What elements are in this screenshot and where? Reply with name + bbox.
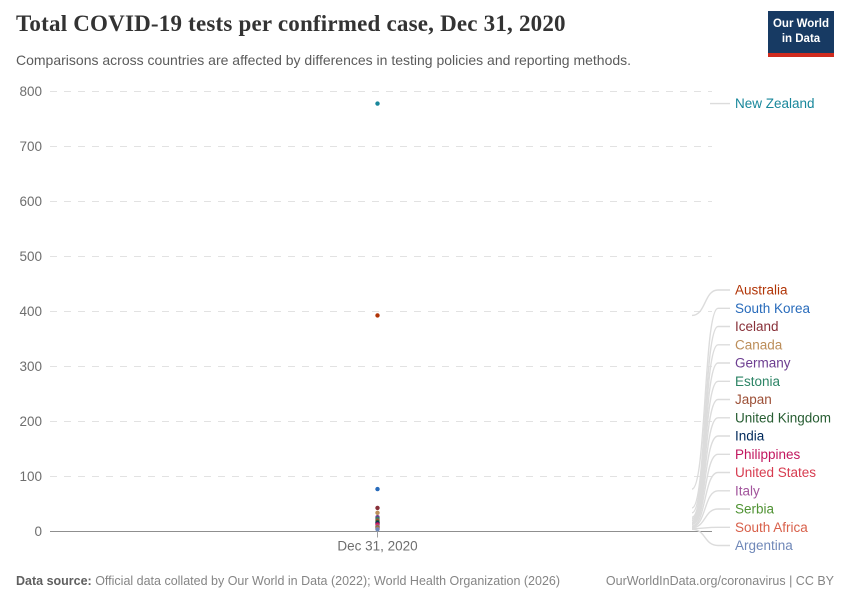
y-tick-label-700: 700 xyxy=(19,139,42,154)
owid-logo-line2: in Data xyxy=(781,32,821,45)
country-label-south-africa[interactable]: South Africa xyxy=(735,520,808,535)
country-label-estonia[interactable]: Estonia xyxy=(735,374,781,389)
x-tick-label: Dec 31, 2020 xyxy=(337,539,417,554)
country-label-australia[interactable]: Australia xyxy=(735,283,788,298)
y-tick-label-200: 200 xyxy=(19,414,42,429)
y-tick-label-800: 800 xyxy=(19,84,42,99)
connector-line-canada xyxy=(691,344,730,514)
owid-link[interactable]: OurWorldInData.org/coronavirus | CC BY xyxy=(605,574,834,588)
connector-line-united-kingdom xyxy=(691,417,730,523)
data-point-argentina[interactable] xyxy=(375,527,380,532)
country-label-new-zealand[interactable]: New Zealand xyxy=(735,96,815,111)
country-label-iceland[interactable]: Iceland xyxy=(735,319,779,334)
connector-line-south-korea xyxy=(691,307,730,490)
country-label-canada[interactable]: Canada xyxy=(735,337,783,352)
y-tick-label-100: 100 xyxy=(19,469,42,484)
country-label-united-kingdom[interactable]: United Kingdom xyxy=(735,410,831,425)
connector-line-iceland xyxy=(691,325,730,509)
data-point-australia[interactable] xyxy=(375,313,380,318)
y-tick-label-500: 500 xyxy=(19,249,42,264)
connector-line-philippines xyxy=(691,453,730,526)
chart-subtitle: Comparisons across countries are affecte… xyxy=(16,52,632,68)
data-point-canada[interactable] xyxy=(375,510,380,515)
country-label-south-korea[interactable]: South Korea xyxy=(735,301,811,316)
country-label-germany[interactable]: Germany xyxy=(735,356,791,371)
connector-line-italy xyxy=(691,490,730,528)
country-label-argentina[interactable]: Argentina xyxy=(735,538,793,553)
connector-line-estonia xyxy=(691,380,730,520)
data-source-text: Official data collated by Our World in D… xyxy=(91,574,561,588)
owid-logo-text: Our World in Data xyxy=(771,17,831,47)
y-tick-label-300: 300 xyxy=(19,359,42,374)
connector-line-united-states xyxy=(691,471,730,527)
data-point-iceland[interactable] xyxy=(375,505,380,511)
connector-line-india xyxy=(691,435,730,524)
connector-line-japan xyxy=(691,398,730,522)
connector-line-germany xyxy=(691,362,730,518)
connector-line-argentina xyxy=(691,528,730,547)
owid-logo[interactable]: Our World in Data xyxy=(768,11,834,57)
country-label-japan[interactable]: Japan xyxy=(735,392,772,407)
country-label-italy[interactable]: Italy xyxy=(735,483,760,498)
country-label-india[interactable]: India xyxy=(735,429,765,444)
y-tick-label-0: 0 xyxy=(34,524,42,539)
chart-title: Total COVID-19 tests per confirmed case,… xyxy=(16,11,566,36)
data-point-south-korea[interactable] xyxy=(375,486,380,492)
country-label-united-states[interactable]: United States xyxy=(735,465,816,480)
connector-line-south-africa xyxy=(691,526,730,530)
country-label-serbia[interactable]: Serbia xyxy=(735,502,775,517)
y-tick-label-600: 600 xyxy=(19,194,42,209)
data-source-note: Data source: Official data collated by O… xyxy=(16,574,560,588)
connector-line-australia xyxy=(691,289,730,317)
connector-line-serbia xyxy=(691,508,730,529)
owid-logo-line1: Our World xyxy=(772,18,829,30)
chart-footer: Data source: Official data collated by O… xyxy=(16,574,834,588)
country-label-philippines[interactable]: Philippines xyxy=(735,447,801,462)
data-point-new-zealand[interactable] xyxy=(375,101,380,106)
y-tick-label-400: 400 xyxy=(19,304,42,319)
data-source-label: Data source: xyxy=(16,574,92,588)
